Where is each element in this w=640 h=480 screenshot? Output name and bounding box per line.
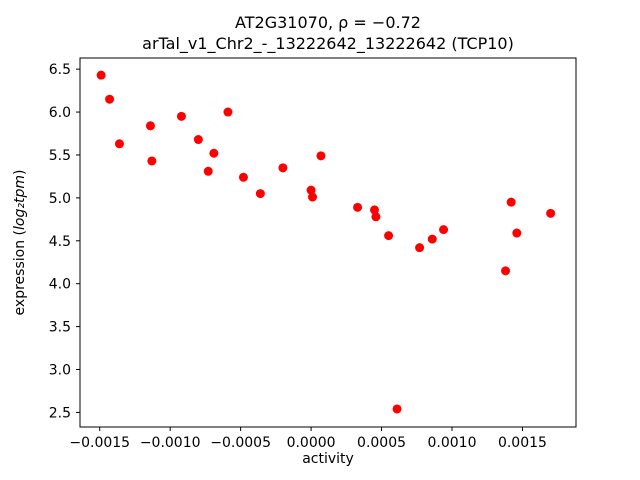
y-axis-label-prefix: expression ( bbox=[12, 230, 28, 315]
scatter-point bbox=[308, 192, 317, 202]
x-ticks: −0.0015 −0.0010 −0.0005 0.0000 0.0005 0.0010 0… bbox=[69, 427, 547, 451]
scatter-point bbox=[392, 404, 402, 414]
y-tick-label: 6.0 bbox=[49, 105, 71, 121]
scatter-point bbox=[427, 234, 437, 244]
x-tick-label: 0.0015 bbox=[498, 435, 547, 451]
x-tick-label: −0.0010 bbox=[140, 435, 201, 451]
scatter-point bbox=[223, 107, 233, 117]
x-tick-label: 0.0005 bbox=[357, 435, 406, 451]
scatter-point bbox=[306, 185, 316, 195]
chart-title-line2: arTal_v1_Chr2_-_13222642_13222642 (TCP10… bbox=[142, 34, 514, 54]
scatter-point bbox=[501, 266, 511, 276]
x-tick-label: −0.0015 bbox=[69, 435, 130, 451]
y-axis-label-suffix: ) bbox=[12, 170, 28, 175]
scatter-point bbox=[278, 163, 288, 173]
scatter-point bbox=[105, 94, 115, 104]
x-tick-label: −0.0005 bbox=[210, 435, 271, 451]
x-tick-label: 0.0000 bbox=[287, 435, 336, 451]
y-tick-label: 4.0 bbox=[49, 277, 71, 293]
scatter-point bbox=[209, 148, 219, 158]
scatter-point bbox=[145, 121, 155, 131]
scatter-point bbox=[439, 225, 449, 235]
scatter-point bbox=[193, 135, 203, 145]
scatter-point bbox=[114, 139, 124, 149]
y-tick-label: 3.5 bbox=[49, 320, 71, 336]
scatter-point bbox=[147, 156, 157, 166]
y-tick-label: 5.0 bbox=[49, 191, 71, 207]
scatter-point bbox=[238, 172, 248, 182]
scatter-point bbox=[371, 212, 381, 222]
scatter-point bbox=[353, 202, 363, 212]
scatter-point bbox=[255, 189, 265, 199]
plot-area-border bbox=[79, 57, 577, 428]
scatter-point bbox=[506, 197, 516, 207]
scatter-point bbox=[203, 166, 213, 176]
y-ticks: 2.5 3.0 3.5 4.0 4.5 5.0 5.5 6.0 6.5 bbox=[49, 62, 80, 421]
x-axis-label: activity bbox=[302, 451, 354, 467]
y-tick-label: 2.5 bbox=[49, 405, 71, 421]
scatter-point bbox=[316, 151, 326, 161]
scatter-point bbox=[415, 243, 425, 253]
y-axis-label: expression (log₂tpm) bbox=[12, 170, 28, 316]
scatter-point bbox=[384, 231, 394, 241]
y-axis-label-math: log₂tpm bbox=[12, 175, 28, 230]
scatter-point bbox=[512, 228, 522, 238]
y-tick-label: 4.5 bbox=[49, 234, 71, 250]
y-tick-label: 6.5 bbox=[49, 62, 71, 78]
chart-title-line1: AT2G31070, ρ = −0.72 bbox=[235, 13, 421, 32]
y-tick-label: 5.5 bbox=[49, 148, 71, 164]
x-tick-label: 0.0010 bbox=[428, 435, 477, 451]
y-tick-label: 3.0 bbox=[49, 363, 71, 379]
scatter-point bbox=[546, 208, 556, 218]
scatter-points bbox=[96, 70, 556, 414]
scatter-point bbox=[176, 111, 186, 121]
scatter-point bbox=[370, 205, 379, 215]
scatter-point bbox=[96, 70, 106, 80]
